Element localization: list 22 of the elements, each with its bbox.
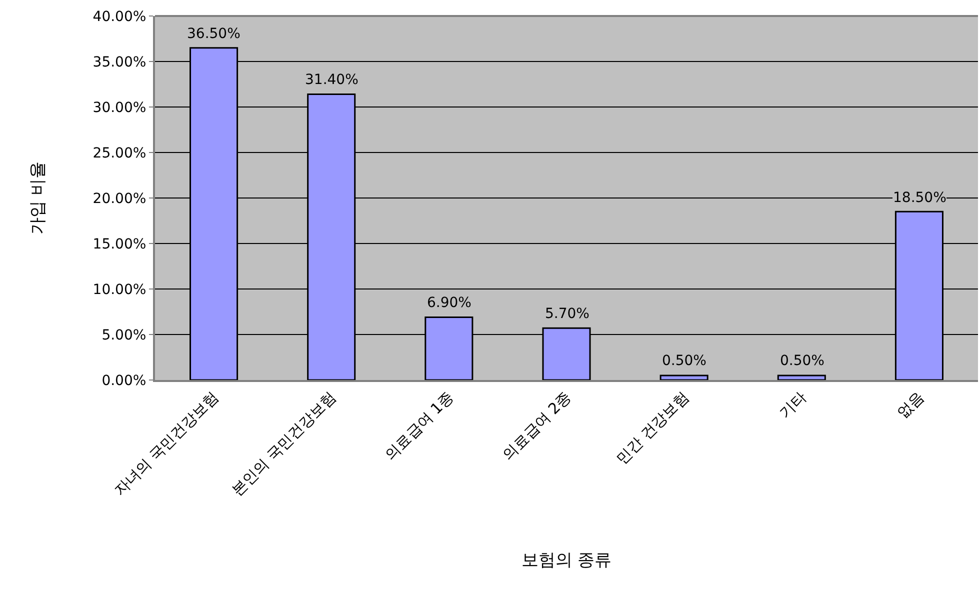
y-tick-label: 30.00%	[92, 100, 146, 116]
y-tick-label: 10.00%	[92, 282, 146, 298]
y-tick-label: 35.00%	[92, 54, 146, 70]
x-axis-title: 보험의 종류	[521, 550, 612, 570]
data-label: 18.50%	[893, 190, 946, 206]
data-label: 0.50%	[662, 353, 706, 369]
bar	[660, 374, 708, 380]
y-axis-title: 가입 비율	[28, 161, 48, 235]
data-label: 6.90%	[427, 295, 472, 311]
y-tick-label: 20.00%	[92, 190, 146, 207]
y-tick-label: 25.00%	[92, 145, 146, 162]
bar	[777, 374, 826, 380]
data-label: 31.40%	[305, 72, 358, 88]
y-tick-label: 0.00%	[102, 372, 146, 389]
x-tick-label: 기타	[776, 388, 810, 422]
data-label: 5.70%	[545, 306, 590, 322]
data-label: 36.50%	[187, 26, 240, 42]
y-tick-label: 5.00%	[102, 327, 146, 344]
data-label: 0.50%	[780, 353, 824, 369]
y-tick-label: 40.00%	[92, 8, 146, 25]
x-tick-label: 없음	[893, 388, 928, 422]
y-tick-label: 15.00%	[92, 236, 146, 252]
